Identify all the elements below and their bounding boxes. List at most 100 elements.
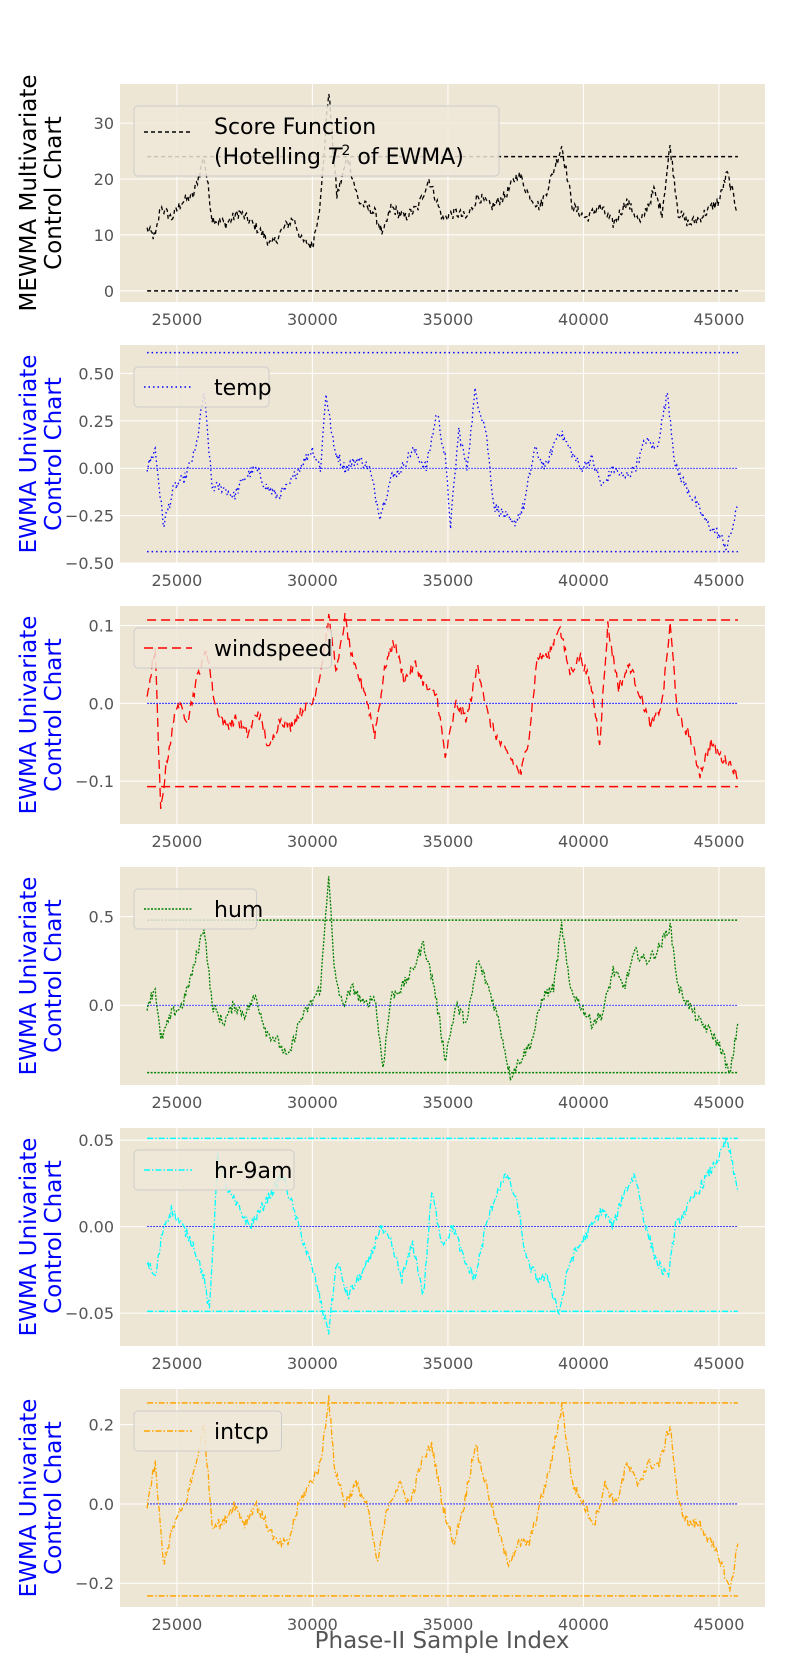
legend-label: hum <box>214 898 263 923</box>
x-tick-label: 35000 <box>422 1093 473 1112</box>
y-axis-label-line: EWMA Univariate <box>16 877 42 1076</box>
legend: temp <box>133 366 272 408</box>
x-tick-label: 25000 <box>151 832 202 851</box>
x-tick-label: 30000 <box>287 571 338 590</box>
x-tick-label: 30000 <box>287 1093 338 1112</box>
y-tick-label: 0.05 <box>78 1131 114 1150</box>
chart-panel-1: 25000 30000 35000 40000 45000 0 10 20 30 MEWMA Mu… <box>16 74 765 329</box>
legend-box <box>133 105 500 177</box>
y-axis-label: EWMA UnivariateControl Chart <box>16 1399 67 1598</box>
legend-box <box>133 1410 282 1452</box>
y-tick-label: 0.00 <box>78 1218 114 1237</box>
x-axis-label: Phase-II Sample Index <box>315 1628 570 1654</box>
x-tick-label: 25000 <box>151 571 202 590</box>
legend-box <box>133 366 270 408</box>
y-tick-label: −0.50 <box>65 554 114 573</box>
legend-label: windspeed <box>214 637 332 662</box>
series-line <box>146 876 739 1081</box>
x-tick-label: 30000 <box>287 832 338 851</box>
x-tick-label: 35000 <box>422 310 473 329</box>
y-tick-label: 0.50 <box>78 364 114 383</box>
series-line <box>146 1395 739 1592</box>
chart-panel-4: 25000 30000 35000 40000 45000 0.0 0.5 EWMA Univ… <box>16 867 765 1112</box>
y-tick-label: 0.00 <box>78 459 114 478</box>
x-tick-label: 35000 <box>422 832 473 851</box>
x-tick-label: 40000 <box>558 1615 609 1634</box>
legend: hum <box>133 888 263 930</box>
x-tick-label: 45000 <box>693 1354 744 1373</box>
y-axis-label-line: MEWMA Multivariate <box>16 74 42 311</box>
x-tick-label: 35000 <box>422 1615 473 1634</box>
chart-panel-3: 25000 30000 35000 40000 45000 −0.1 0.0 0.1 EWMA … <box>16 606 765 851</box>
y-axis-label: EWMA UnivariateControl Chart <box>16 1138 67 1337</box>
y-axis-label-line: EWMA Univariate <box>16 1138 42 1337</box>
legend-box <box>133 888 257 930</box>
legend-label: (Hotelling T2 of EWMA) <box>214 143 464 170</box>
y-tick-label: 0.2 <box>89 1416 114 1435</box>
legend-label: Score Function <box>214 115 376 140</box>
y-tick-label: 0.0 <box>89 1495 114 1514</box>
x-tick-label: 40000 <box>558 571 609 590</box>
legend: intcp <box>133 1410 282 1452</box>
x-tick-label: 40000 <box>558 832 609 851</box>
y-axis-label-line: EWMA Univariate <box>16 1399 42 1598</box>
y-axis-label: EWMA UnivariateControl Chart <box>16 616 67 815</box>
y-tick-label: −0.2 <box>75 1574 114 1593</box>
x-tick-label: 40000 <box>558 1093 609 1112</box>
y-tick-label: 20 <box>94 170 114 189</box>
chart-panel-2: 25000 30000 35000 40000 45000 −0.50 −0.25 0.00 0… <box>16 345 765 590</box>
y-axis-label: EWMA UnivariateControl Chart <box>16 877 67 1076</box>
y-tick-label: 0.0 <box>89 694 114 713</box>
y-axis-label-line: Control Chart <box>41 899 67 1053</box>
chart-panel-5: 25000 30000 35000 40000 45000 −0.05 0.00 0.05 EW… <box>16 1128 765 1373</box>
x-tick-label: 25000 <box>151 1615 202 1634</box>
series-line <box>146 1134 739 1335</box>
y-axis-label-line: Control Chart <box>41 377 67 531</box>
y-axis-label-line: EWMA Univariate <box>16 616 42 815</box>
series-line <box>146 93 739 250</box>
x-tick-label: 25000 <box>151 1093 202 1112</box>
x-tick-label: 30000 <box>287 1354 338 1373</box>
y-axis-label-line: Control Chart <box>41 1160 67 1314</box>
y-tick-label: −0.25 <box>65 507 114 526</box>
y-tick-label: −0.1 <box>75 772 114 791</box>
y-axis-label-line: Control Chart <box>41 1421 67 1575</box>
y-tick-label: 0.0 <box>89 996 114 1015</box>
x-tick-label: 45000 <box>693 832 744 851</box>
legend-box <box>133 627 332 669</box>
y-tick-label: 30 <box>94 114 114 133</box>
x-tick-label: 25000 <box>151 310 202 329</box>
y-tick-label: 0.5 <box>89 908 114 927</box>
legend: hr-9am <box>133 1149 295 1191</box>
x-tick-label: 30000 <box>287 310 338 329</box>
legend: Score Function (Hotelling T2 of EWMA) <box>133 105 500 177</box>
y-tick-label: 10 <box>94 226 114 245</box>
x-tick-label: 30000 <box>287 1615 338 1634</box>
x-tick-label: 45000 <box>693 1615 744 1634</box>
y-axis-label: EWMA UnivariateControl Chart <box>16 355 67 554</box>
chart-panel-6: 25000 30000 35000 40000 45000 −0.2 0.0 0.2 EWMA … <box>16 1389 765 1634</box>
legend: windspeed <box>133 627 332 669</box>
x-tick-label: 45000 <box>693 310 744 329</box>
x-tick-label: 40000 <box>558 310 609 329</box>
legend-label: temp <box>214 376 272 401</box>
x-tick-label: 35000 <box>422 1354 473 1373</box>
series-line <box>146 612 739 809</box>
x-tick-label: 25000 <box>151 1354 202 1373</box>
y-tick-label: 0.25 <box>78 412 114 431</box>
x-tick-label: 35000 <box>422 571 473 590</box>
y-tick-label: 0.1 <box>89 616 114 635</box>
x-tick-label: 45000 <box>693 571 744 590</box>
y-tick-label: −0.05 <box>65 1304 114 1323</box>
x-tick-label: 45000 <box>693 1093 744 1112</box>
legend-box <box>133 1149 295 1191</box>
x-tick-label: 40000 <box>558 1354 609 1373</box>
y-tick-label: 0 <box>104 282 114 301</box>
y-axis-label-line: Control Chart <box>41 638 67 792</box>
series-line <box>146 387 739 551</box>
y-axis-label: MEWMA MultivariateControl Chart <box>16 74 67 311</box>
y-axis-label-line: EWMA Univariate <box>16 355 42 554</box>
legend-label: hr-9am <box>214 1159 292 1184</box>
y-axis-label-line: Control Chart <box>41 116 67 270</box>
